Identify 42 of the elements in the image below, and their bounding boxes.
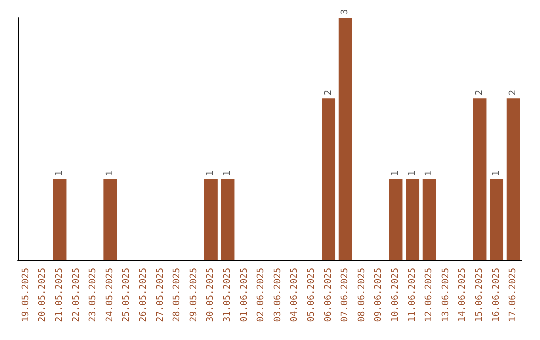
data-label: 1 <box>206 170 216 176</box>
data-label: 1 <box>424 170 435 176</box>
x-tick-label: 28.05.2025 <box>172 268 183 322</box>
x-tick-label: 23.05.2025 <box>88 268 99 322</box>
data-label: 1 <box>223 170 233 176</box>
data-label: 3 <box>340 9 351 15</box>
x-tick-label: 08.06.2025 <box>357 268 368 322</box>
x-tick-label: 17.06.2025 <box>508 268 519 322</box>
x-tick-label: 01.06.2025 <box>240 268 250 322</box>
x-tick-label: 10.06.2025 <box>391 268 401 322</box>
x-tick-label: 25.05.2025 <box>122 268 132 322</box>
x-tick-label: 03.06.2025 <box>273 268 284 322</box>
x-tick-label: 02.06.2025 <box>256 268 267 322</box>
x-tick-label: 21.05.2025 <box>55 268 65 322</box>
x-tick-label: 30.05.2025 <box>206 268 216 322</box>
x-tick-label: 05.06.2025 <box>307 268 317 322</box>
data-label: 1 <box>492 170 502 176</box>
x-tick-label: 19.05.2025 <box>21 268 32 322</box>
x-tick-label: 29.05.2025 <box>189 268 200 322</box>
x-tick-label: 06.06.2025 <box>324 268 334 322</box>
x-tick-label: 11.06.2025 <box>408 268 418 322</box>
x-tick-label: 22.05.2025 <box>72 268 82 322</box>
x-tick-label: 16.06.2025 <box>492 268 502 322</box>
data-label: 1 <box>391 170 401 176</box>
x-tick-label: 09.06.2025 <box>374 268 384 322</box>
data-label: 2 <box>324 90 334 96</box>
x-tick-label: 12.06.2025 <box>424 268 435 322</box>
data-label: 1 <box>408 170 418 176</box>
x-tick-label: 13.06.2025 <box>441 268 452 322</box>
x-tick-label: 24.05.2025 <box>105 268 116 322</box>
x-tick-label: 04.06.2025 <box>290 268 300 322</box>
x-tick-label: 20.05.2025 <box>38 268 48 322</box>
x-tick-label: 26.05.2025 <box>139 268 149 322</box>
x-tick-label: 27.05.2025 <box>156 268 166 322</box>
data-label: 1 <box>105 170 116 176</box>
data-label: 2 <box>475 90 485 96</box>
x-tick-label: 15.06.2025 <box>475 268 485 322</box>
data-label: 1 <box>55 170 65 176</box>
data-label: 2 <box>508 90 519 96</box>
x-tick-label: 14.06.2025 <box>458 268 468 322</box>
x-tick-label: 07.06.2025 <box>340 268 351 322</box>
x-tick-label: 31.05.2025 <box>223 268 233 322</box>
